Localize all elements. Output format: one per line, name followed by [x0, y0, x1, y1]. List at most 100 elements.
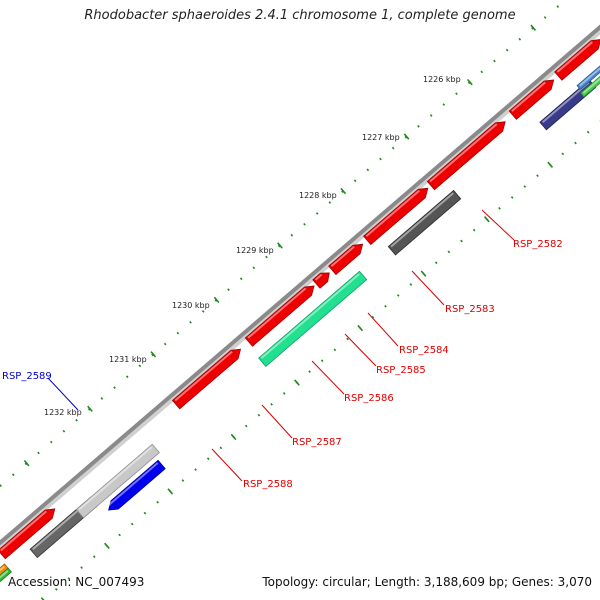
inner-tick-major — [294, 379, 300, 386]
gene-rsp2585[interactable] — [312, 272, 330, 289]
gene-green-fragment[interactable] — [0, 567, 12, 583]
outer-tick-minor — [480, 70, 484, 74]
outer-tick-minor — [328, 201, 332, 204]
gene-rsp2587[interactable] — [244, 285, 315, 347]
gene-arrow-lower-1-body[interactable] — [0, 508, 56, 560]
leader-line-rsp2588 — [211, 448, 243, 482]
outer-tick-minor — [543, 16, 547, 19]
outer-tick-major — [340, 187, 347, 195]
gene-rsp2589[interactable] — [107, 459, 166, 511]
gene-label-rsp2583[interactable]: RSP_2583 — [445, 304, 495, 315]
outer-tick-minor — [277, 244, 281, 248]
gene-rsp2583-shadow-body[interactable] — [387, 189, 462, 256]
outer-tick-minor — [417, 124, 420, 128]
inner-tick-minor — [67, 577, 71, 580]
genome-backbone-shadow — [0, 25, 600, 551]
outer-tick-minor — [163, 342, 167, 346]
inner-tick-major — [483, 216, 490, 223]
outer-tick-minor — [151, 353, 154, 357]
outer-tick-major — [150, 351, 157, 358]
gene-lightblue-upper-body[interactable] — [576, 41, 600, 90]
scale-label-1232: 1232 kbp — [44, 408, 82, 417]
gene-arrow-upper-1-body[interactable] — [508, 79, 555, 120]
gene-rsp2588-highlight — [174, 350, 233, 402]
gene-arrow-lower-1-highlight — [0, 510, 47, 552]
gene-rsp2583-body[interactable] — [363, 187, 429, 246]
gene-rsp2586-body[interactable] — [258, 270, 368, 367]
inner-tick-minor — [282, 392, 286, 395]
inner-tick-minor — [384, 304, 387, 308]
outer-tick-minor — [265, 255, 268, 259]
gene-rsp2584-body[interactable] — [328, 243, 364, 276]
gene-rsp2582-body[interactable] — [426, 121, 506, 191]
gene-lightblue-upper[interactable] — [576, 41, 600, 90]
inner-tick-minor — [333, 348, 337, 352]
gene-rsp2588-body[interactable] — [171, 348, 242, 410]
outer-tick-minor — [493, 59, 496, 63]
outer-tick-minor — [442, 103, 446, 106]
gene-label-rsp2589[interactable]: RSP_2589 — [2, 371, 52, 382]
inner-tick-minor — [409, 283, 413, 286]
gene-green-fragment-body[interactable] — [0, 567, 12, 583]
outer-tick-minor — [214, 299, 218, 302]
outer-tick-major — [23, 460, 30, 467]
outer-tick-minor — [429, 114, 433, 117]
leader-line-rsp2585 — [344, 333, 377, 367]
outer-tick-minor — [189, 320, 192, 324]
gene-label-rsp2585[interactable]: RSP_2585 — [376, 365, 426, 376]
outer-tick-minor — [531, 27, 534, 30]
gene-rsp2587-body[interactable] — [244, 285, 315, 347]
gene-rsp2589-shadow-body[interactable] — [75, 443, 160, 519]
inner-tick-minor — [92, 555, 96, 559]
gene-green-upper-body[interactable] — [580, 47, 600, 98]
gene-rsp2589-body[interactable] — [108, 459, 166, 511]
inner-tick-minor — [206, 457, 210, 461]
gene-rsp2583-shadow[interactable] — [387, 189, 462, 256]
gene-label-rsp2587[interactable]: RSP_2587 — [292, 437, 342, 448]
outer-tick-minor — [518, 37, 522, 41]
gene-green-upper[interactable] — [580, 47, 600, 98]
leader-line-rsp2586 — [311, 360, 345, 395]
gene-rsp2583[interactable] — [363, 187, 429, 246]
outer-tick-minor — [138, 364, 142, 368]
outer-tick-major — [530, 24, 537, 31]
outer-tick-marks — [0, 5, 560, 487]
gene-rsp2582[interactable] — [426, 121, 506, 191]
gene-rsp2586[interactable] — [258, 270, 368, 367]
inner-tick-minor — [118, 533, 121, 537]
gene-label-rsp2586[interactable]: RSP_2586 — [344, 393, 394, 404]
gene-rsp2583-highlight — [365, 189, 421, 237]
inner-tick-minor — [536, 174, 539, 178]
outer-tick-minor — [467, 81, 471, 85]
inner-tick-minor — [510, 196, 514, 199]
outer-tick-major — [87, 405, 93, 412]
outer-tick-minor — [556, 5, 560, 8]
gene-rsp2582-highlight — [429, 123, 498, 183]
inner-tick-major — [230, 433, 237, 441]
gene-rsp2589-shadow[interactable] — [75, 443, 160, 519]
gene-rsp2584[interactable] — [328, 243, 364, 276]
gene-green-upper-highlight — [582, 77, 600, 94]
gene-label-rsp2582[interactable]: RSP_2582 — [513, 239, 563, 250]
gene-arrow-upper-2-highlight — [556, 41, 593, 73]
genome-backbone — [0, 24, 600, 546]
gene-rsp2588[interactable] — [171, 348, 242, 410]
inner-tick-minor — [396, 294, 400, 297]
gene-arrow-lower-1[interactable] — [0, 508, 56, 560]
gene-label-rsp2588[interactable]: RSP_2588 — [243, 479, 293, 490]
inner-tick-minor — [219, 446, 223, 450]
gene-label-rsp2584[interactable]: RSP_2584 — [399, 345, 449, 356]
scale-label-1228: 1228 kbp — [299, 191, 337, 200]
inner-tick-minor — [472, 228, 476, 232]
inner-tick-minor — [257, 413, 261, 417]
inner-tick-minor — [523, 185, 527, 188]
gene-rsp2585-body[interactable] — [312, 272, 330, 289]
gene-arrow-upper-1[interactable] — [508, 79, 555, 120]
inner-tick-minor — [320, 359, 324, 363]
outer-tick-minor — [176, 331, 180, 335]
gene-arrow-upper-1-highlight — [511, 81, 546, 112]
outer-tick-minor — [0, 484, 2, 487]
outer-tick-minor — [353, 179, 357, 183]
gene-rsp2583-shadow-highlight — [390, 192, 454, 248]
outer-tick-minor — [455, 92, 458, 96]
